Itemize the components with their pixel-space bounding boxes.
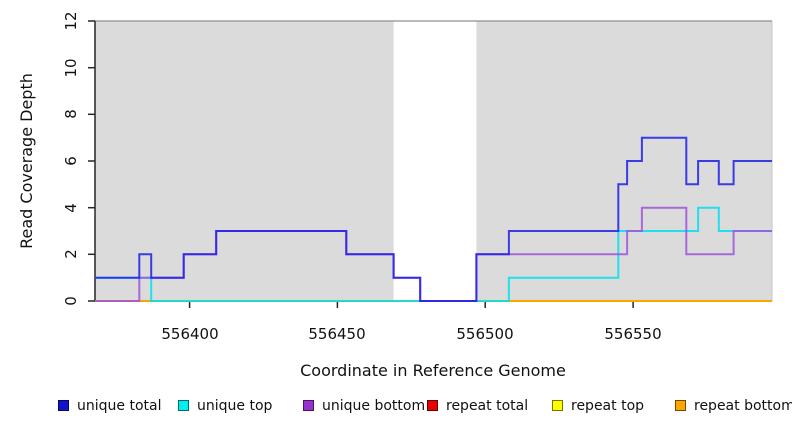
legend-label-repeat-total: repeat total: [446, 397, 529, 414]
x-tick-label: 556450: [308, 325, 366, 343]
x-tick-label: 556500: [456, 325, 514, 343]
y-tick-label: 6: [62, 156, 80, 166]
legend-swatch-unique-top: [178, 400, 189, 411]
x-tick-label: 556400: [161, 325, 219, 343]
y-tick-label: 10: [62, 58, 80, 78]
legend-item-unique-total: unique total: [58, 397, 162, 414]
y-tick-label: 0: [62, 296, 80, 306]
y-tick-label: 12: [62, 11, 80, 31]
legend-swatch-repeat-total: [427, 400, 438, 411]
legend-label-unique-top: unique top: [197, 397, 273, 414]
x-axis-title: Coordinate in Reference Genome: [300, 361, 566, 380]
legend-label-unique-total: unique total: [77, 397, 162, 414]
legend-swatch-repeat-bottom: [675, 400, 686, 411]
y-tick-label: 4: [62, 203, 80, 213]
y-tick-label: 2: [62, 249, 80, 259]
legend-item-repeat-total: repeat total: [427, 397, 529, 414]
legend-swatch-repeat-top: [552, 400, 563, 411]
y-tick-label: 8: [62, 109, 80, 119]
legend-item-repeat-top: repeat top: [552, 397, 645, 414]
shaded-region: [476, 21, 772, 301]
legend-swatch-unique-bottom: [303, 400, 314, 411]
legend-item-unique-bottom: unique bottom: [303, 397, 426, 414]
x-tick-label: 556550: [604, 325, 662, 343]
legend-label-repeat-bottom: repeat bottom: [694, 397, 792, 414]
legend-item-repeat-bottom: repeat bottom: [675, 397, 792, 414]
y-axis-title: Read Coverage Depth: [17, 73, 36, 249]
legend-label-unique-bottom: unique bottom: [322, 397, 426, 414]
legend-swatch-unique-total: [58, 400, 69, 411]
legend-item-unique-top: unique top: [178, 397, 273, 414]
legend-label-repeat-top: repeat top: [571, 397, 645, 414]
series-unique-total: [95, 136, 772, 302]
